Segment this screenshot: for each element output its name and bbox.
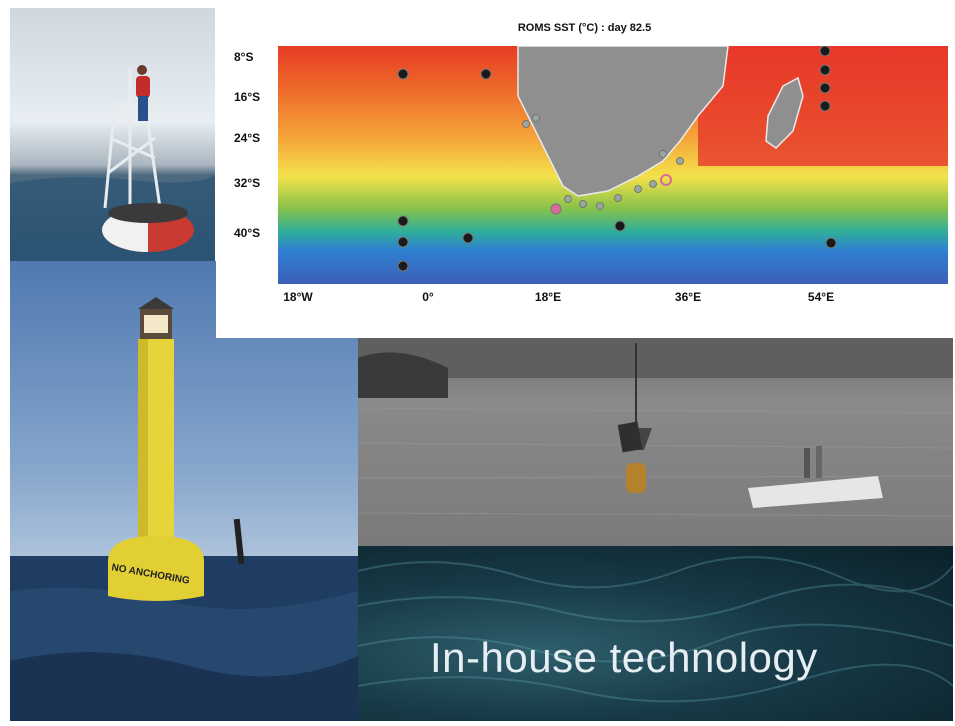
water-photo: In-house technology — [358, 546, 953, 721]
spar-buoy-photo: NO ANCHORING — [10, 261, 358, 721]
map-y-tick: 32°S — [234, 176, 261, 190]
buoy-climber-drawing — [10, 65, 215, 261]
water-texture — [358, 556, 953, 703]
map-x-tick: 18°E — [534, 290, 562, 304]
map-y-tick: 24°S — [234, 131, 261, 145]
platform-photo — [358, 338, 953, 546]
map-title: ROMS SST (°C) : day 82.5 — [517, 22, 652, 34]
caption-text: In-house technology — [430, 634, 818, 681]
map-x-tick: 0° — [422, 290, 434, 304]
sst-map: ROMS SST (°C) : day 82.5 — [216, 8, 953, 338]
map-x-tick: 36°E — [674, 290, 702, 304]
map-y-tick: 16°S — [234, 90, 261, 104]
sst-map-plot — [278, 46, 948, 284]
map-x-tick: 18°W — [283, 290, 313, 304]
map-x-tick: 54°E — [807, 290, 835, 304]
map-y-tick: 40°S — [234, 226, 261, 240]
spar-buoy-drawing — [10, 297, 358, 721]
platform-drawing — [358, 338, 953, 517]
map-y-tick: 8°S — [234, 50, 254, 64]
buoy-climber-photo — [10, 8, 215, 261]
